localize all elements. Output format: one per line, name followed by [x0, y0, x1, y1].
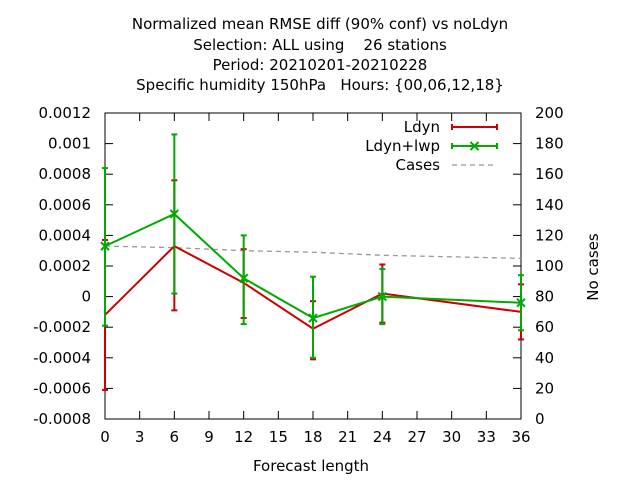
y-tick-label: -0.0008: [33, 410, 91, 428]
y2-tick-label: 200: [535, 104, 564, 122]
y-tick-label: 0.0004: [39, 226, 92, 244]
data-point-ldyn-lwp: [516, 298, 526, 308]
y2-tick-label: 0: [535, 410, 545, 428]
series-layer: [100, 133, 526, 391]
data-point-ldyn-lwp: [100, 241, 110, 251]
chart-title-line-2: Selection: ALL using 26 stations: [193, 36, 447, 54]
x-axis-label: Forecast length: [253, 457, 369, 475]
x-tick-label: 36: [511, 428, 530, 446]
y-tick-label: 0.0006: [39, 196, 92, 214]
x-tick-label: 3: [135, 428, 145, 446]
legend-label-cases: Cases: [395, 156, 440, 174]
y-tick-label: 0: [81, 288, 91, 306]
y2-tick-label: 60: [535, 318, 554, 336]
legend-label-ldyn: Ldyn: [404, 118, 440, 136]
x-tick-label: 18: [303, 428, 322, 446]
y-tick-label: -0.0004: [33, 349, 91, 367]
axes-layer: -0.0008 -0.0006 -0.0004 -0.0002 0 0.0002 0.000…: [33, 104, 564, 446]
x-tick-label: 6: [170, 428, 180, 446]
x-tick-label: 12: [234, 428, 253, 446]
data-point-ldyn-lwp: [238, 273, 249, 283]
y-tick-label: 0.0008: [39, 165, 92, 183]
x-tick-label: 27: [407, 428, 426, 446]
y-tick-label: 0.001: [48, 135, 91, 153]
y-tick-label: -0.0002: [33, 318, 91, 336]
legend-label-ldyn-lwp: Ldyn+lwp: [365, 137, 440, 155]
legend-marker-ldyn-lwp: [469, 141, 480, 151]
y-tick-label: 0.0002: [39, 257, 92, 275]
y2-tick-label: 40: [535, 349, 554, 367]
series-line-cases: [104, 245, 522, 259]
right-y-axis-label: No cases: [584, 233, 602, 301]
chart-title-line-3: Period: 20210201-20210228: [212, 56, 428, 74]
data-point-ldyn-lwp: [308, 313, 318, 323]
y2-tick-label: 120: [535, 226, 564, 244]
chart-title-line-1: Normalized mean RMSE diff (90% conf) vs …: [131, 15, 509, 33]
y2-tick-label: 160: [535, 165, 564, 183]
x-tick-label: 0: [100, 428, 110, 446]
series-line-ldyn: [104, 244, 522, 330]
plot-frame: [104, 112, 522, 420]
y2-tick-label: 180: [535, 135, 564, 153]
y-tick-label: 0.0012: [39, 104, 92, 122]
data-point-ldyn-lwp: [377, 291, 388, 302]
y-tick-label: -0.0006: [33, 379, 91, 397]
x-tick-label: 21: [338, 428, 357, 446]
x-tick-label: 30: [442, 428, 461, 446]
x-tick-label: 9: [204, 428, 214, 446]
y2-tick-label: 100: [535, 257, 564, 275]
x-tick-label: 15: [269, 428, 288, 446]
x-tick-label: 33: [477, 428, 496, 446]
y2-tick-label: 20: [535, 379, 554, 397]
y2-tick-label: 80: [535, 288, 554, 306]
data-point-ldyn-lwp: [169, 209, 180, 219]
y2-tick-label: 140: [535, 196, 564, 214]
chart-title-line-4: Specific humidity 150hPa Hours: {00,06,1…: [136, 76, 504, 94]
series-line-ldyn-lwp: [104, 212, 522, 320]
x-tick-label: 24: [373, 428, 392, 446]
